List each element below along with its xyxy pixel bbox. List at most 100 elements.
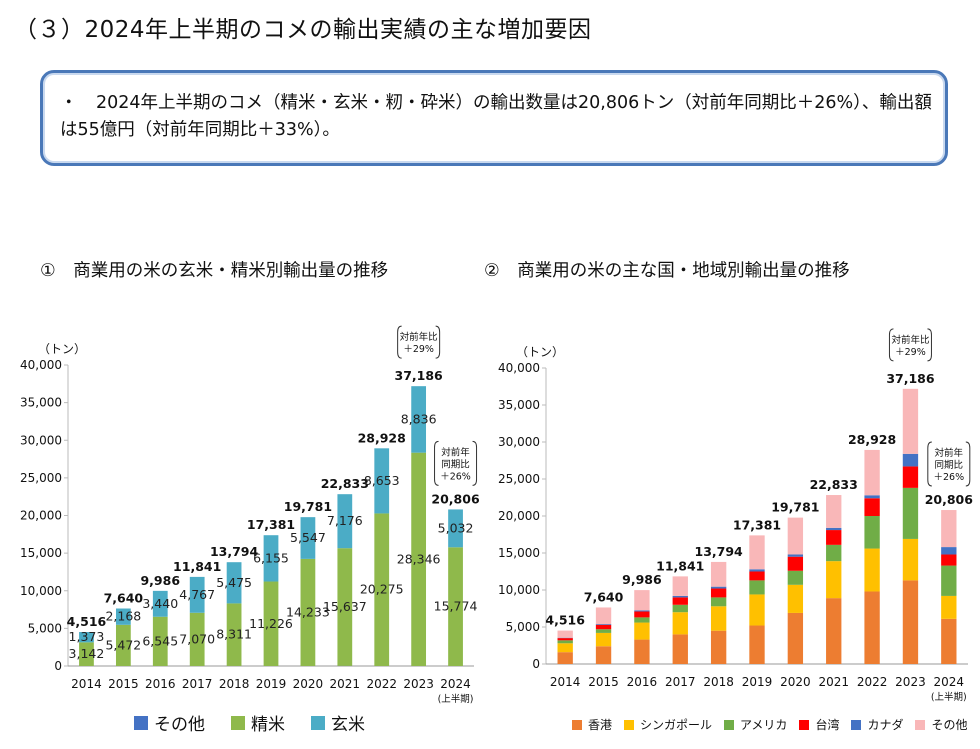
chart2-bar-シンガポール xyxy=(941,595,957,619)
chart2-bar-シンガポール xyxy=(595,632,612,647)
chart2-bar-カナダ xyxy=(595,624,612,625)
chart2-bar-カナダ xyxy=(826,527,842,531)
chart1-segment-label: 8,653 xyxy=(364,473,400,488)
chart1-bar-精米 xyxy=(448,547,463,666)
chart1-bar-玄米 xyxy=(374,448,390,514)
chart1-y-unit: （トン） xyxy=(38,342,86,356)
chart1-bar-精米 xyxy=(300,558,316,666)
chart1-ytick-label: 15,000 xyxy=(20,546,62,560)
chart2-bar-シンガポール xyxy=(672,612,688,635)
legend-label: シンガポール xyxy=(640,718,713,732)
chart1-segment-label: 5,032 xyxy=(438,520,474,535)
chart1-category-label: 2015 xyxy=(108,677,139,691)
legend-label: アメリカ xyxy=(740,718,788,732)
chart1-annotation-bracket-left xyxy=(397,325,402,359)
chart2-ytick-label: 5,000 xyxy=(506,620,540,634)
chart2-annotation-bracket-left xyxy=(888,328,894,362)
chart1-segment-label: 11,226 xyxy=(249,616,293,631)
chart2-bar-シンガポール xyxy=(864,548,880,592)
chart2-bar-カナダ xyxy=(710,586,727,589)
chart1-bar-玄米 xyxy=(79,632,94,643)
chart2-bar-アメリカ xyxy=(634,617,650,623)
chart1-category-label: 2016 xyxy=(145,677,176,691)
chart2-total-label: 20,806 xyxy=(925,492,974,507)
chart2-bar-カナダ xyxy=(672,595,688,598)
chart2-annotation-text: 対前年 xyxy=(935,447,964,459)
chart2-bar-アメリカ xyxy=(941,565,957,596)
chart1-ytick-label: 0 xyxy=(54,659,62,673)
chart2-annotation-bracket-right xyxy=(927,328,932,362)
chart2-category-label: 2023 xyxy=(895,675,926,689)
chart2-annotation-text: ＋26% xyxy=(934,472,965,483)
chart1-segment-label: 8,836 xyxy=(401,411,437,426)
chart1-annotation-text: ＋29% xyxy=(403,344,434,355)
legend-item: 香港 xyxy=(572,716,612,733)
chart2-total-label: 13,794 xyxy=(695,544,744,559)
legend-label: 台湾 xyxy=(815,718,840,732)
chart2-bar-アメリカ xyxy=(557,640,573,644)
chart2-legend: 香港 シンガポール アメリカ 台湾 カナダ その他 xyxy=(572,716,967,733)
chart1-ytick-label: 25,000 xyxy=(20,471,62,485)
chart1-segment-label: 7,070 xyxy=(179,631,215,646)
chart1-bar-精米 xyxy=(152,616,168,666)
chart2-bar-シンガポール xyxy=(902,538,919,581)
chart2-bar-台湾 xyxy=(787,556,804,571)
legend-swatch xyxy=(799,719,810,730)
chart1-total-label: 19,781 xyxy=(284,499,332,514)
chart2-bar-シンガポール xyxy=(634,622,650,640)
chart2-bar-カナダ xyxy=(941,547,957,555)
chart1-bar-精米 xyxy=(115,624,131,666)
chart1-total-label: 22,833 xyxy=(321,476,369,491)
chart2-category-label: 2014 xyxy=(550,675,581,689)
legend-swatch xyxy=(915,719,926,730)
legend-item: その他 xyxy=(915,716,967,733)
chart2-bar-カナダ xyxy=(634,610,650,612)
chart1-segment-label: 15,774 xyxy=(434,599,478,614)
chart1-annotation-text: 対前年 xyxy=(441,446,470,458)
chart1-category-label: 2024 xyxy=(440,677,471,691)
chart2-ytick-label: 35,000 xyxy=(498,398,540,412)
chart1-category-note: (上半期) xyxy=(438,693,474,705)
chart1-total-label: 7,640 xyxy=(104,591,144,606)
chart1-ytick-label: 5,000 xyxy=(28,621,62,635)
chart2-annotation-bracket-right xyxy=(965,441,971,487)
chart1-bar-玄米 xyxy=(152,590,168,617)
chart1-total-label: 4,516 xyxy=(67,614,107,629)
chart1-bar-玄米 xyxy=(337,494,353,549)
chart1-bar-玄米 xyxy=(189,576,205,613)
chart1-total-label: 11,841 xyxy=(173,559,221,574)
chart1-segment-label: 4,767 xyxy=(179,587,215,602)
chart1-segment-label: 6,545 xyxy=(142,633,178,648)
chart1-bar-玄米 xyxy=(226,562,242,604)
chart2-ytick-label: 25,000 xyxy=(498,472,540,486)
summary-box xyxy=(40,70,948,166)
chart1-category-label: 2021 xyxy=(330,677,361,691)
chart2-total-label: 4,516 xyxy=(545,613,585,628)
chart2-bar-台湾 xyxy=(941,554,957,566)
chart1-bar-玄米 xyxy=(263,535,279,582)
chart1-bar-玄米 xyxy=(115,608,131,625)
legend-label: 玄米 xyxy=(331,715,365,735)
legend-swatch xyxy=(134,715,148,730)
chart2-bar-シンガポール xyxy=(749,594,765,626)
chart1-segment-label: 3,142 xyxy=(69,646,105,661)
chart2-bar-台湾 xyxy=(826,530,842,545)
chart2-bar-アメリカ xyxy=(902,487,919,539)
legend-swatch xyxy=(311,715,325,730)
chart1-title: ① 商業用の米の玄米・精米別輸出量の推移 xyxy=(40,261,389,281)
chart1-total-label: 13,794 xyxy=(210,544,259,559)
legend-item: カナダ xyxy=(851,716,903,733)
summary-text-block: ・ 2024年上半期のコメ（精米・玄米・籾・砕米）の輸出数量は20,806トン（対… xyxy=(60,90,940,144)
chart2-category-label: 2016 xyxy=(627,675,658,689)
chart1-segment-label: 3,440 xyxy=(142,596,178,611)
summary-text: 2024年上半期のコメ（精米・玄米・籾・砕米）の輸出数量は20,806トン（対前… xyxy=(60,93,932,140)
chart2-bar-シンガポール xyxy=(557,643,573,653)
chart1-ytick-label: 20,000 xyxy=(20,509,62,523)
chart2-total-label: 37,186 xyxy=(886,371,935,386)
chart2-category-label: 2017 xyxy=(665,675,696,689)
chart1-category-label: 2020 xyxy=(293,677,324,691)
chart1-bar-精米 xyxy=(411,452,427,666)
legend-label: 香港 xyxy=(588,718,613,732)
chart1-segment-label: 5,475 xyxy=(216,575,252,590)
chart2-bar-シンガポール xyxy=(787,584,804,613)
